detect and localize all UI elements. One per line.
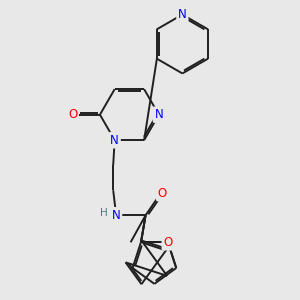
Text: N: N xyxy=(110,134,119,147)
Text: N: N xyxy=(112,209,121,222)
Text: N: N xyxy=(178,8,187,21)
Text: O: O xyxy=(158,187,167,200)
Text: O: O xyxy=(163,236,172,249)
Text: N: N xyxy=(154,108,163,121)
Text: H: H xyxy=(100,208,108,218)
Text: O: O xyxy=(68,108,77,121)
